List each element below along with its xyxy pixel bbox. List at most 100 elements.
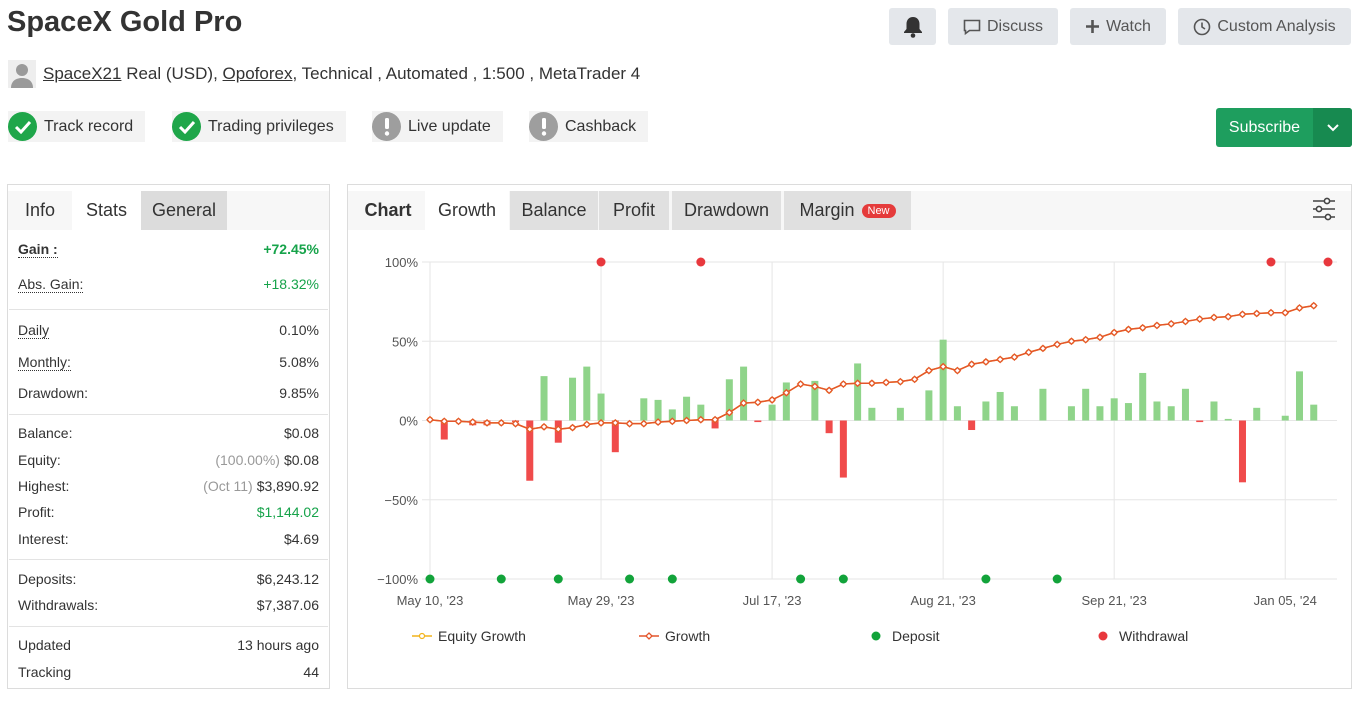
stat-label: Updated — [18, 637, 71, 653]
chart-tab[interactable]: Margin New — [784, 191, 911, 230]
button-label: Custom Analysis — [1217, 17, 1336, 35]
stat-value: $0.08 — [283, 425, 319, 441]
stat-row: Monthly: 5.08% — [18, 352, 319, 372]
stat-value: +18.32% — [263, 276, 319, 292]
stat-label: Monthly: — [18, 353, 71, 371]
stat-label: Withdrawals: — [18, 597, 99, 613]
watch-button[interactable]: Watch — [1070, 8, 1166, 45]
user-link[interactable]: SpaceX21 — [43, 64, 122, 83]
stat-label: Daily — [18, 321, 50, 339]
status-badge: Track record — [8, 111, 146, 142]
stat-row: Highest: (Oct 11) $3,890.92 — [18, 476, 319, 496]
stat-value-wrap: 5.08% — [279, 354, 319, 370]
discuss-button[interactable]: Discuss — [948, 8, 1058, 45]
tab-label: Growth — [437, 200, 497, 220]
stat-value: $6,243.12 — [256, 571, 319, 587]
chart-tab[interactable]: Profit — [599, 191, 669, 230]
stat-value-wrap: 0.10% — [279, 322, 319, 338]
stat-label: Balance: — [18, 425, 73, 441]
stat-value-wrap: $7,387.06 — [257, 597, 319, 613]
stat-value-wrap: (100.00%) $0.08 — [215, 452, 319, 468]
chart-tab[interactable]: Balance — [510, 191, 598, 230]
stat-value-wrap: +18.32% — [263, 276, 319, 292]
status-badge: Cashback — [529, 111, 649, 142]
stat-value: 0.10% — [279, 322, 319, 338]
stat-value-wrap: $0.08 — [284, 425, 319, 441]
check-icon — [8, 112, 37, 141]
avatar — [8, 60, 36, 88]
tab-label: Drawdown — [683, 200, 770, 220]
badge-label: Live update — [408, 117, 491, 135]
account-info: SpaceX21 Real (USD), Opoforex, Technical… — [43, 64, 640, 84]
stat-value: 44 — [303, 664, 319, 680]
stats-tab[interactable]: General — [141, 191, 227, 230]
stat-label: Profit: — [18, 504, 55, 520]
stat-value: +72.45% — [263, 241, 319, 257]
chart-label: Chart — [364, 200, 412, 220]
button-label: Discuss — [986, 17, 1043, 35]
stat-value: 13 hours ago — [237, 637, 319, 653]
stat-value: $4.69 — [283, 531, 319, 547]
stat-value-wrap: $6,243.12 — [257, 571, 319, 587]
stat-value: $3,890.92 — [256, 478, 319, 494]
stat-label: Highest: — [18, 478, 70, 494]
badge-label: Trading privileges — [208, 117, 334, 135]
stat-note: (Oct 11) — [203, 478, 253, 494]
settings-icon[interactable] — [1311, 196, 1337, 222]
clock-icon — [1194, 18, 1211, 35]
chart-tab[interactable]: Growth — [425, 191, 509, 230]
stat-row: Equity: (100.00%) $0.08 — [18, 450, 319, 470]
badge-label: Cashback — [565, 117, 637, 135]
subscribe-dropdown[interactable] — [1313, 108, 1352, 147]
custom-analysis-button[interactable]: Custom Analysis — [1178, 8, 1351, 45]
stat-row: Updated 13 hours ago — [18, 635, 319, 655]
stat-label: Gain : — [18, 240, 58, 258]
exclamation-mark — [541, 117, 546, 136]
stat-label: Drawdown: — [18, 385, 89, 401]
stat-row: Daily 0.10% — [18, 320, 319, 340]
stat-value: $0.08 — [283, 452, 319, 468]
new-badge: New — [861, 203, 896, 218]
bell-icon — [903, 16, 922, 38]
stat-value-wrap: +72.45% — [263, 241, 319, 257]
check-icon — [172, 112, 201, 141]
stat-label: Interest: — [18, 531, 69, 547]
subscribe-button[interactable]: Subscribe — [1216, 108, 1352, 147]
button-label: Watch — [1106, 17, 1151, 35]
chart-tab[interactable]: Drawdown — [672, 191, 781, 230]
stat-value-wrap: (Oct 11) $3,890.92 — [203, 478, 319, 494]
account-details: , Technical , Automated , 1:500 , MetaTr… — [292, 64, 641, 83]
warning-icon — [372, 112, 401, 141]
plus-icon — [1086, 20, 1100, 33]
stat-row: Withdrawals: $7,387.06 — [18, 595, 319, 615]
tab-label: Profit — [612, 200, 655, 220]
stats-tab[interactable]: Info — [8, 191, 72, 230]
stat-value-wrap: $4.69 — [284, 531, 319, 547]
warning-icon — [529, 112, 558, 141]
stat-value-wrap: 9.85% — [279, 385, 319, 401]
stat-note: (100.00%) — [215, 452, 280, 468]
separator — [9, 309, 328, 310]
stat-label: Tracking — [18, 664, 72, 680]
badge-label: Track record — [44, 117, 134, 135]
separator — [9, 626, 328, 627]
exclamation-mark — [384, 117, 389, 136]
check-mark — [178, 120, 195, 134]
stat-value: $1,144.02 — [256, 504, 319, 520]
stat-row: Interest: $4.69 — [18, 529, 319, 549]
stat-row: Gain : +72.45% — [18, 239, 319, 259]
notify-button[interactable] — [889, 8, 936, 45]
separator — [9, 559, 328, 560]
stat-row: Balance: $0.08 — [18, 423, 319, 443]
stat-value-wrap: 13 hours ago — [237, 637, 319, 653]
stat-value-wrap: 44 — [303, 664, 319, 680]
stats-tab[interactable]: Stats — [72, 191, 141, 230]
status-badge: Trading privileges — [172, 111, 346, 142]
separator — [9, 414, 328, 415]
stat-label: Equity: — [18, 452, 61, 468]
broker-link[interactable]: Opoforex — [222, 64, 293, 83]
account-type: Real (USD), — [126, 64, 218, 83]
tab-label: Margin — [799, 200, 855, 220]
stat-value-wrap: $1,144.02 — [257, 504, 319, 520]
